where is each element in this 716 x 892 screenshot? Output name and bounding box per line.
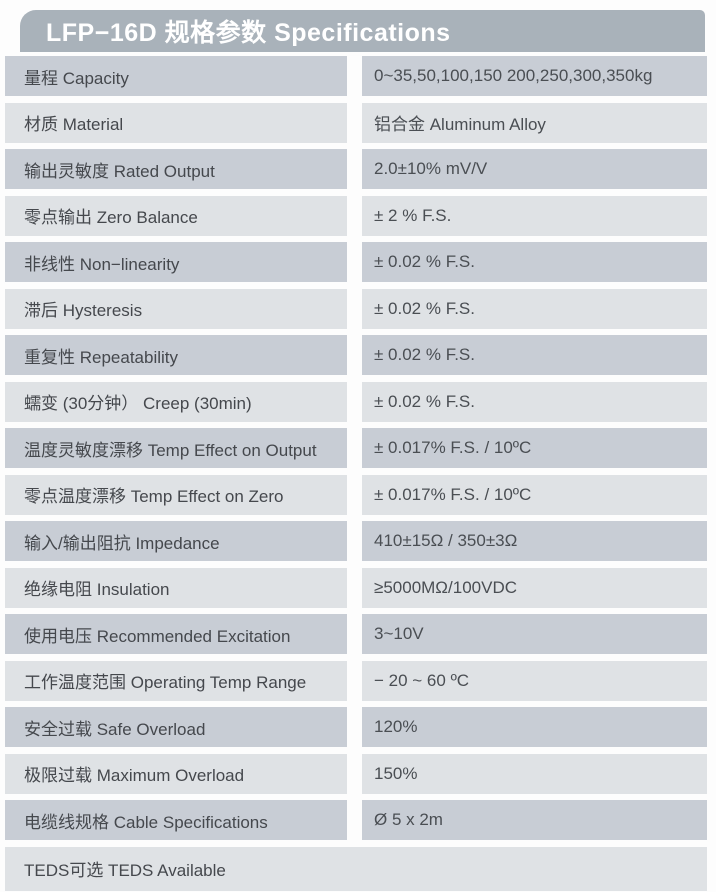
row-value: 0~35,50,100,150 200,250,300,350kg bbox=[362, 56, 707, 96]
row-hysteresis: 滞后 Hysteresis ± 0.02 % F.S. bbox=[5, 288, 707, 329]
row-temp-effect-zero: 零点温度漂移 Temp Effect on Zero ± 0.017% F.S.… bbox=[5, 474, 707, 515]
row-zero-balance: 零点输出 Zero Balance ± 2 % F.S. bbox=[5, 195, 707, 236]
row-label: 安全过载 Safe Overload bbox=[5, 707, 347, 747]
row-teds-available: TEDS可选 TEDS Available bbox=[5, 846, 707, 891]
row-value: − 20 ~ 60 ºC bbox=[362, 660, 707, 701]
row-value: 2.0±10% mV/V bbox=[362, 149, 707, 189]
row-label: 温度灵敏度漂移 Temp Effect on Output bbox=[5, 428, 347, 468]
row-value: ± 2 % F.S. bbox=[362, 195, 707, 236]
row-label: 蠕变 (30分钟） Creep (30min) bbox=[5, 381, 347, 422]
row-rated-output: 输出灵敏度 Rated Output 2.0±10% mV/V bbox=[5, 149, 707, 189]
row-capacity: 量程 Capacity 0~35,50,100,150 200,250,300,… bbox=[5, 56, 707, 96]
row-maximum-overload: 极限过载 Maximum Overload 150% bbox=[5, 753, 707, 794]
row-safe-overload: 安全过载 Safe Overload 120% bbox=[5, 707, 707, 747]
row-label: 工作温度范围 Operating Temp Range bbox=[5, 660, 347, 701]
row-temp-effect-output: 温度灵敏度漂移 Temp Effect on Output ± 0.017% F… bbox=[5, 428, 707, 468]
row-value: 150% bbox=[362, 753, 707, 794]
row-label: 输出灵敏度 Rated Output bbox=[5, 149, 347, 189]
spec-table: 量程 Capacity 0~35,50,100,150 200,250,300,… bbox=[5, 56, 707, 891]
row-repeatability: 重复性 Repeatability ± 0.02 % F.S. bbox=[5, 335, 707, 375]
row-cable-specifications: 电缆线规格 Cable Specifications Ø 5 x 2m bbox=[5, 800, 707, 840]
row-label: 零点温度漂移 Temp Effect on Zero bbox=[5, 474, 347, 515]
row-label: 电缆线规格 Cable Specifications bbox=[5, 800, 347, 840]
row-value: 铝合金 Aluminum Alloy bbox=[362, 102, 707, 143]
row-label: 量程 Capacity bbox=[5, 56, 347, 96]
row-label: 非线性 Non−linearity bbox=[5, 242, 347, 282]
row-value: 410±15Ω / 350±3Ω bbox=[362, 521, 707, 561]
row-insulation: 绝缘电阻 Insulation ≥5000MΩ/100VDC bbox=[5, 567, 707, 608]
row-value: ± 0.02 % F.S. bbox=[362, 242, 707, 282]
row-label: 重复性 Repeatability bbox=[5, 335, 347, 375]
row-label: 零点输出 Zero Balance bbox=[5, 195, 347, 236]
row-impedance: 输入/输出阻抗 Impedance 410±15Ω / 350±3Ω bbox=[5, 521, 707, 561]
row-value: ≥5000MΩ/100VDC bbox=[362, 567, 707, 608]
row-label: 使用电压 Recommended Excitation bbox=[5, 614, 347, 654]
row-value: 120% bbox=[362, 707, 707, 747]
row-value: ± 0.017% F.S. / 10ºC bbox=[362, 474, 707, 515]
spec-header-bar: LFP−16D 规格参数 Specifications bbox=[20, 10, 705, 52]
row-excitation: 使用电压 Recommended Excitation 3~10V bbox=[5, 614, 707, 654]
row-label: 输入/输出阻抗 Impedance bbox=[5, 521, 347, 561]
row-operating-temp-range: 工作温度范围 Operating Temp Range − 20 ~ 60 ºC bbox=[5, 660, 707, 701]
row-creep: 蠕变 (30分钟） Creep (30min) ± 0.02 % F.S. bbox=[5, 381, 707, 422]
row-value: ± 0.02 % F.S. bbox=[362, 288, 707, 329]
row-value: ± 0.02 % F.S. bbox=[362, 381, 707, 422]
row-label: 滞后 Hysteresis bbox=[5, 288, 347, 329]
row-value: Ø 5 x 2m bbox=[362, 800, 707, 840]
row-value: ± 0.017% F.S. / 10ºC bbox=[362, 428, 707, 468]
row-label: TEDS可选 TEDS Available bbox=[5, 846, 707, 891]
row-label: 绝缘电阻 Insulation bbox=[5, 567, 347, 608]
row-value: ± 0.02 % F.S. bbox=[362, 335, 707, 375]
row-label: 极限过载 Maximum Overload bbox=[5, 753, 347, 794]
row-label: 材质 Material bbox=[5, 102, 347, 143]
row-material: 材质 Material 铝合金 Aluminum Alloy bbox=[5, 102, 707, 143]
row-non-linearity: 非线性 Non−linearity ± 0.02 % F.S. bbox=[5, 242, 707, 282]
row-value: 3~10V bbox=[362, 614, 707, 654]
page-title: LFP−16D 规格参数 Specifications bbox=[46, 19, 451, 47]
